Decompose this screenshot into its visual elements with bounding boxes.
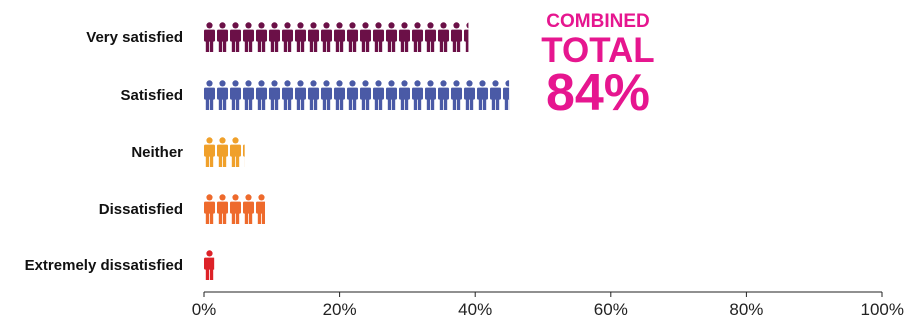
person-icon xyxy=(373,22,384,52)
person-icon xyxy=(217,137,228,167)
person-icon xyxy=(425,22,436,52)
bar-neither xyxy=(204,137,245,167)
category-label-dissatisfied: Dissatisfied xyxy=(99,201,183,218)
person-icon xyxy=(295,80,306,110)
person-icon xyxy=(360,80,371,110)
person-icon xyxy=(269,22,280,52)
person-icon xyxy=(243,22,254,52)
person-icon xyxy=(412,22,423,52)
person-icon xyxy=(399,22,410,52)
x-tick-label: 40% xyxy=(458,300,492,319)
category-label-very-satisfied: Very satisfied xyxy=(86,29,183,46)
person-icon xyxy=(412,80,423,110)
person-icon xyxy=(451,22,462,52)
person-icon xyxy=(230,137,241,167)
person-icon xyxy=(464,22,469,52)
person-icon xyxy=(386,22,397,52)
annotation-line-total: TOTAL xyxy=(541,31,654,70)
category-label-neither: Neither xyxy=(131,144,183,161)
x-tick-label: 100% xyxy=(861,300,904,319)
person-icon xyxy=(243,80,254,110)
person-icon xyxy=(425,80,436,110)
person-icon xyxy=(204,80,215,110)
annotation-line-percent: 84% xyxy=(546,64,650,122)
category-label-extremely-dissatisfied: Extremely dissatisfied xyxy=(25,257,183,274)
person-icon xyxy=(256,80,267,110)
person-icon xyxy=(438,22,449,52)
person-icon xyxy=(204,250,215,280)
person-icon xyxy=(334,22,345,52)
person-icon xyxy=(503,80,510,110)
person-icon xyxy=(386,80,397,110)
person-icon xyxy=(373,80,384,110)
person-icon xyxy=(308,80,319,110)
person-icon xyxy=(243,194,254,224)
x-tick-label: 80% xyxy=(729,300,763,319)
person-icon xyxy=(321,22,332,52)
person-icon xyxy=(464,80,475,110)
person-icon xyxy=(347,80,358,110)
bar-satisfied xyxy=(204,80,510,110)
person-icon xyxy=(230,194,241,224)
person-icon xyxy=(477,80,488,110)
person-icon xyxy=(347,22,358,52)
person-icon xyxy=(217,194,228,224)
annotation-line-combined: COMBINED xyxy=(546,11,649,32)
x-tick-label: 60% xyxy=(594,300,628,319)
bar-very-satisfied xyxy=(204,22,469,52)
category-labels: Very satisfied Satisfied Neither Dissatisfi… xyxy=(25,29,184,274)
person-icon xyxy=(243,137,245,167)
person-icon xyxy=(269,80,280,110)
person-icon xyxy=(334,80,345,110)
person-icon xyxy=(295,22,306,52)
person-icon xyxy=(399,80,410,110)
x-tick-label: 0% xyxy=(192,300,217,319)
x-tick-label: 20% xyxy=(323,300,357,319)
person-icon xyxy=(360,22,371,52)
bar-extremely-dissatisfied xyxy=(204,250,215,280)
person-icon xyxy=(256,22,267,52)
category-label-satisfied: Satisfied xyxy=(120,87,183,104)
person-icon xyxy=(217,22,228,52)
person-icon xyxy=(282,80,293,110)
person-icon xyxy=(230,80,241,110)
person-icon xyxy=(451,80,462,110)
person-icon xyxy=(321,80,332,110)
person-icon xyxy=(217,80,228,110)
bars-group xyxy=(204,22,510,280)
person-icon xyxy=(490,80,501,110)
person-icon xyxy=(438,80,449,110)
person-icon xyxy=(282,22,293,52)
person-icon xyxy=(308,22,319,52)
person-icon xyxy=(204,137,215,167)
person-icon xyxy=(204,194,215,224)
person-icon xyxy=(256,194,266,224)
bar-dissatisfied xyxy=(204,194,266,224)
person-icon xyxy=(230,22,241,52)
x-axis-ticks: 0% 20% 40% 60% 80% 100% xyxy=(192,292,904,319)
person-icon xyxy=(204,22,215,52)
